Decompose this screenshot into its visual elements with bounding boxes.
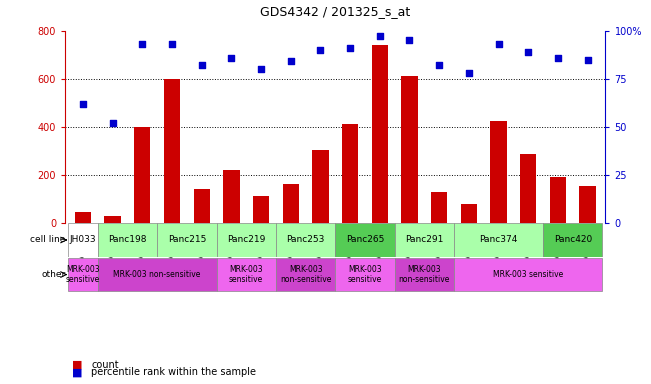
Bar bbox=[217, 223, 276, 257]
Point bbox=[77, 101, 88, 107]
Point bbox=[583, 56, 593, 63]
Bar bbox=[372, 45, 388, 223]
Bar bbox=[75, 212, 91, 223]
Bar bbox=[342, 124, 358, 223]
Bar bbox=[335, 223, 395, 257]
Bar bbox=[312, 149, 329, 223]
Bar bbox=[490, 121, 506, 223]
Bar bbox=[454, 223, 543, 257]
Bar bbox=[431, 192, 447, 223]
Text: Panc420: Panc420 bbox=[553, 235, 592, 245]
Bar bbox=[395, 223, 454, 257]
Bar bbox=[253, 196, 270, 223]
Bar bbox=[98, 258, 217, 291]
Point bbox=[197, 62, 207, 68]
Bar bbox=[461, 204, 477, 223]
Point bbox=[493, 41, 504, 47]
Text: ■: ■ bbox=[72, 360, 82, 370]
Bar bbox=[395, 258, 454, 291]
Point bbox=[256, 66, 266, 72]
Bar bbox=[68, 258, 98, 291]
Text: Panc215: Panc215 bbox=[168, 235, 206, 245]
Text: MRK-003
sensitive: MRK-003 sensitive bbox=[229, 265, 263, 284]
Text: MRK-003 sensitive: MRK-003 sensitive bbox=[493, 270, 563, 279]
Point bbox=[167, 41, 177, 47]
Point bbox=[315, 47, 326, 53]
Text: other: other bbox=[42, 270, 66, 279]
Bar bbox=[134, 127, 150, 223]
Bar bbox=[223, 170, 240, 223]
Point bbox=[286, 58, 296, 65]
Bar bbox=[98, 223, 157, 257]
Bar bbox=[543, 223, 602, 257]
Text: percentile rank within the sample: percentile rank within the sample bbox=[91, 367, 256, 377]
Point bbox=[107, 120, 118, 126]
Text: MRK-003
non-sensitive: MRK-003 non-sensitive bbox=[280, 265, 331, 284]
Bar bbox=[157, 223, 217, 257]
Text: MRK-003 non-sensitive: MRK-003 non-sensitive bbox=[113, 270, 201, 279]
Text: JH033: JH033 bbox=[70, 235, 96, 245]
Bar bbox=[104, 215, 121, 223]
Bar bbox=[549, 177, 566, 223]
Bar bbox=[579, 185, 596, 223]
Point bbox=[137, 41, 148, 47]
Point bbox=[434, 62, 445, 68]
Text: Panc219: Panc219 bbox=[227, 235, 266, 245]
Text: MRK-003
sensitive: MRK-003 sensitive bbox=[348, 265, 382, 284]
Point bbox=[226, 55, 236, 61]
Text: ■: ■ bbox=[72, 367, 82, 377]
Text: cell line: cell line bbox=[31, 235, 66, 245]
Text: Panc198: Panc198 bbox=[108, 235, 146, 245]
Text: MRK-003
non-sensitive: MRK-003 non-sensitive bbox=[398, 265, 450, 284]
Bar bbox=[335, 258, 395, 291]
Bar bbox=[68, 223, 98, 257]
Bar bbox=[193, 189, 210, 223]
Point bbox=[345, 45, 355, 51]
Text: MRK-003
sensitive: MRK-003 sensitive bbox=[66, 265, 100, 284]
Bar bbox=[217, 258, 276, 291]
Point bbox=[523, 49, 533, 55]
Text: Panc291: Panc291 bbox=[405, 235, 443, 245]
Bar bbox=[454, 258, 602, 291]
Text: Panc265: Panc265 bbox=[346, 235, 384, 245]
Bar bbox=[276, 223, 335, 257]
Bar bbox=[520, 154, 536, 223]
Point bbox=[553, 55, 563, 61]
Bar bbox=[283, 184, 299, 223]
Text: Panc374: Panc374 bbox=[479, 235, 518, 245]
Text: Panc253: Panc253 bbox=[286, 235, 325, 245]
Bar bbox=[276, 258, 335, 291]
Bar bbox=[401, 76, 418, 223]
Point bbox=[404, 37, 415, 43]
Point bbox=[464, 70, 474, 76]
Text: count: count bbox=[91, 360, 118, 370]
Bar bbox=[164, 79, 180, 223]
Text: GDS4342 / 201325_s_at: GDS4342 / 201325_s_at bbox=[260, 5, 410, 18]
Point bbox=[374, 33, 385, 40]
